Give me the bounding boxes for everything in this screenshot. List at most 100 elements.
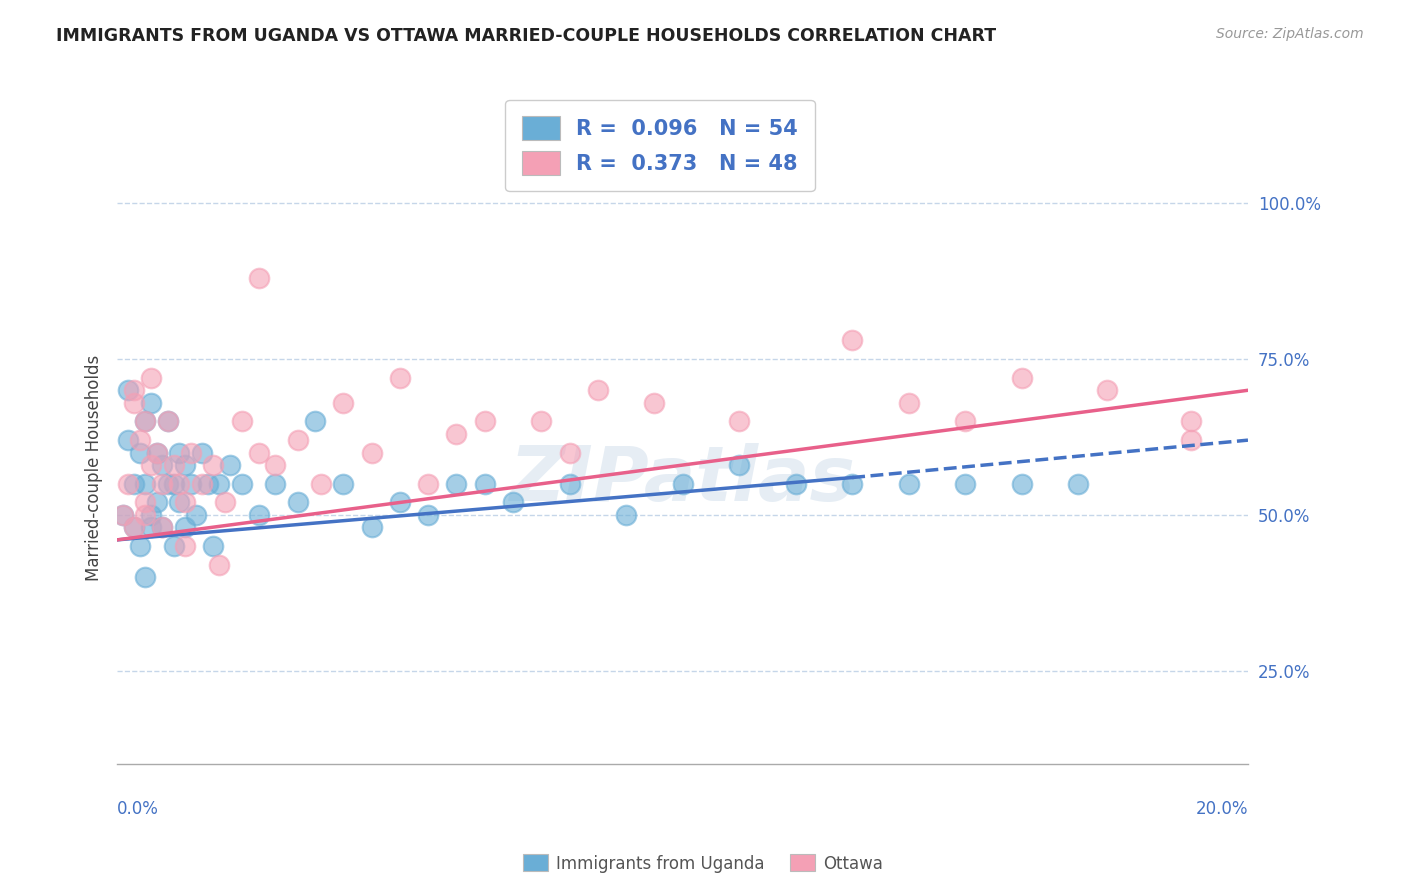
Point [446,476,468,491]
Point [180,445,202,459]
Point [418,508,440,522]
Point [157,414,180,428]
Point [287,433,309,447]
Point [117,476,139,491]
Point [152,458,174,472]
Point [558,476,581,491]
Point [388,371,411,385]
Point [191,445,214,459]
Point [169,476,191,491]
Point [157,476,180,491]
Point [446,426,468,441]
Point [152,520,174,534]
Point [1011,371,1033,385]
Point [163,539,186,553]
Point [208,476,231,491]
Point [728,458,751,472]
Text: 0.0%: 0.0% [117,800,159,818]
Point [955,476,977,491]
Point [134,570,156,584]
Point [1180,414,1202,428]
Point [643,395,665,409]
Point [304,414,326,428]
Point [122,476,145,491]
Point [157,414,180,428]
Point [208,558,231,572]
Point [586,384,609,398]
Point [152,520,174,534]
Point [145,445,167,459]
Text: ZIPatlas: ZIPatlas [509,443,856,517]
Point [214,495,236,509]
Point [169,495,191,509]
Point [671,476,693,491]
Point [558,445,581,459]
Point [530,414,553,428]
Point [332,476,354,491]
Point [247,508,270,522]
Point [1180,433,1202,447]
Point [202,539,225,553]
Point [122,520,145,534]
Y-axis label: Married-couple Households: Married-couple Households [86,355,103,582]
Point [134,414,156,428]
Point [163,476,186,491]
Legend: R =  0.096   N = 54, R =  0.373   N = 48: R = 0.096 N = 54, R = 0.373 N = 48 [505,100,814,192]
Point [134,495,156,509]
Text: Source: ZipAtlas.com: Source: ZipAtlas.com [1216,27,1364,41]
Point [180,476,202,491]
Point [219,458,242,472]
Point [785,476,807,491]
Point [1067,476,1090,491]
Point [202,458,225,472]
Point [145,445,167,459]
Point [122,395,145,409]
Point [117,433,139,447]
Point [264,476,287,491]
Point [247,271,270,285]
Point [897,476,920,491]
Point [139,520,162,534]
Point [145,495,167,509]
Point [955,414,977,428]
Point [309,476,332,491]
Point [418,476,440,491]
Point [163,458,186,472]
Point [388,495,411,509]
Point [139,371,162,385]
Point [122,520,145,534]
Point [841,476,863,491]
Point [474,476,496,491]
Point [174,458,197,472]
Point [134,414,156,428]
Point [134,476,156,491]
Point [728,414,751,428]
Point [111,508,134,522]
Point [502,495,524,509]
Point [139,395,162,409]
Point [139,458,162,472]
Point [128,539,150,553]
Point [231,414,253,428]
Text: 20.0%: 20.0% [1195,800,1249,818]
Point [474,414,496,428]
Point [247,445,270,459]
Point [152,476,174,491]
Point [128,433,150,447]
Point [360,520,382,534]
Point [1095,384,1118,398]
Text: IMMIGRANTS FROM UGANDA VS OTTAWA MARRIED-COUPLE HOUSEHOLDS CORRELATION CHART: IMMIGRANTS FROM UGANDA VS OTTAWA MARRIED… [56,27,997,45]
Point [174,539,197,553]
Point [1011,476,1033,491]
Point [174,495,197,509]
Point [264,458,287,472]
Point [360,445,382,459]
Point [191,476,214,491]
Point [332,395,354,409]
Point [169,445,191,459]
Point [111,508,134,522]
Point [139,508,162,522]
Legend: Immigrants from Uganda, Ottawa: Immigrants from Uganda, Ottawa [516,847,890,880]
Point [122,384,145,398]
Point [287,495,309,509]
